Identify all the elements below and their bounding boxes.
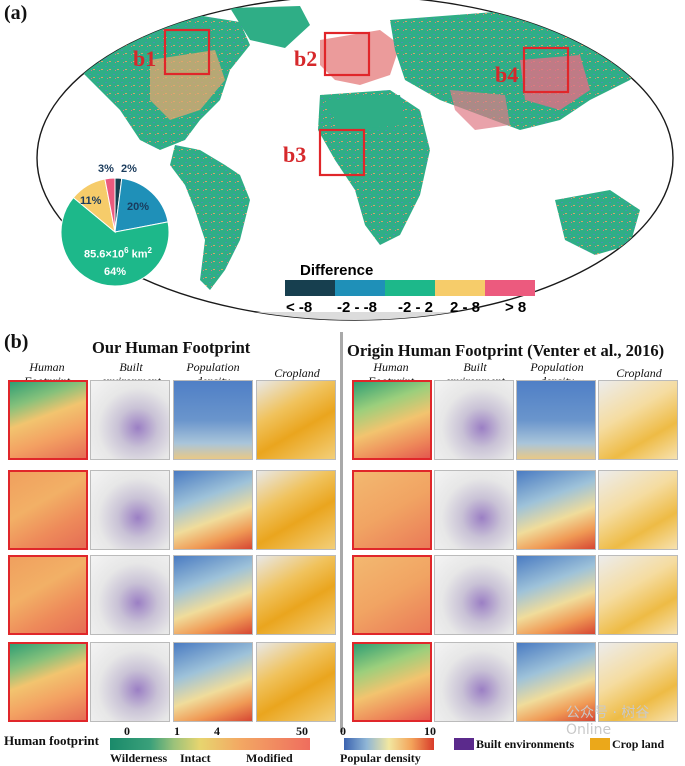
map-tile-ours-human-footprint-b2	[8, 470, 88, 550]
pd-legend-title: Popular density	[340, 751, 421, 765]
col-header-cropland-left: Cropland	[274, 366, 320, 380]
map-tile-ours-population-density-b4	[173, 642, 253, 722]
hf-tick-1: 1	[174, 724, 180, 738]
legend-label-lt-minus8: < -8	[286, 299, 313, 316]
map-tile-origin-built-environment-b1	[434, 380, 514, 460]
map-tile-ours-built-environment-b4	[90, 642, 170, 722]
map-tile-ours-human-footprint-b3	[8, 555, 88, 635]
difference-legend-bar	[285, 280, 535, 296]
crop-land-legend-label: Crop land	[612, 737, 665, 751]
pie-slice-64pct	[60, 196, 170, 287]
panel-b-label: (b)	[4, 331, 29, 353]
map-tile-origin-population-density-b4	[516, 642, 596, 722]
map-tile-ours-cropland-b1	[256, 380, 336, 460]
map-tile-ours-population-density-b1	[173, 380, 253, 460]
map-tile-ours-population-density-b2	[173, 470, 253, 550]
map-tile-ours-cropland-b2	[256, 470, 336, 550]
region-label-b4: b4	[495, 62, 519, 87]
pd-tick-10: 10	[424, 724, 436, 738]
map-tile-origin-cropland-b3	[598, 555, 678, 635]
legend-swatch-minus2-minus8	[335, 280, 385, 296]
panel-a-label: (a)	[4, 2, 28, 24]
map-tile-origin-human-footprint-b4	[352, 642, 432, 722]
map-tile-ours-population-density-b3	[173, 555, 253, 635]
map-tile-ours-human-footprint-b1	[8, 380, 88, 460]
region-box-b4	[522, 46, 570, 94]
map-tile-ours-built-environment-b2	[90, 470, 170, 550]
map-tile-ours-human-footprint-b4	[8, 642, 88, 722]
difference-legend-title: Difference	[300, 262, 374, 279]
legend-swatch-minus2-2	[385, 280, 435, 296]
hf-class-wilderness: Wilderness	[110, 751, 168, 765]
hf-tick-0: 0	[124, 724, 130, 738]
pie-slice-label-3: 3%	[98, 163, 114, 175]
right-panel-title: Origin Human Footprint (Venter et al., 2…	[347, 341, 665, 360]
built-env-swatch	[454, 738, 474, 750]
legend-label-minus2-2: -2 - 2	[398, 299, 434, 316]
legend-swatch-lt-minus8	[285, 280, 335, 296]
continent-greenland	[230, 6, 310, 48]
col-header-cropland-right: Cropland	[616, 366, 662, 380]
legend-label-2-8: 2 - 8	[450, 299, 481, 316]
map-tile-origin-cropland-b2	[598, 470, 678, 550]
map-tile-origin-population-density-b3	[516, 555, 596, 635]
pie-slice-label-2: 2%	[121, 163, 137, 175]
map-tile-ours-built-environment-b3	[90, 555, 170, 635]
difference-pie-chart	[60, 177, 170, 287]
region-box-b1	[163, 28, 211, 76]
hf-legend-title: Human footprint	[4, 733, 99, 748]
left-panel-title: Our Human Footprint	[92, 338, 251, 357]
pd-colorbar	[344, 738, 434, 750]
hf-tick-50: 50	[296, 724, 308, 738]
map-tile-origin-human-footprint-b1	[352, 380, 432, 460]
region-label-b3: b3	[283, 142, 307, 167]
region-box-b2	[323, 31, 371, 77]
map-tile-ours-cropland-b4	[256, 642, 336, 722]
map-tile-origin-population-density-b2	[516, 470, 596, 550]
map-tile-origin-built-environment-b2	[434, 470, 514, 550]
legend-swatch-2-8	[435, 280, 485, 296]
region-label-b2: b2	[294, 46, 318, 71]
panel-divider	[340, 332, 343, 732]
hf-class-modified: Modified	[246, 751, 293, 765]
pie-slice-3pct	[104, 177, 116, 233]
legend-label-gt-8: > 8	[505, 299, 527, 316]
map-tile-origin-population-density-b1	[516, 380, 596, 460]
pd-tick-0: 0	[340, 724, 346, 738]
map-tile-ours-cropland-b3	[256, 555, 336, 635]
hf-colorbar	[110, 738, 310, 750]
built-env-legend-label: Built environments	[476, 737, 575, 751]
crop-land-swatch	[590, 738, 610, 750]
map-tile-origin-built-environment-b3	[434, 555, 514, 635]
pie-slice-label-11: 11%	[80, 195, 102, 207]
map-tile-origin-built-environment-b4	[434, 642, 514, 722]
pie-center-label: 85.6×106 km2	[84, 246, 152, 261]
world-difference-map	[36, 0, 674, 321]
map-tile-origin-cropland-b1	[598, 380, 678, 460]
hf-class-intact: Intact	[180, 751, 211, 765]
map-tile-ours-built-environment-b1	[90, 380, 170, 460]
hf-tick-4: 4	[214, 724, 220, 738]
map-tile-origin-human-footprint-b2	[352, 470, 432, 550]
pie-slice-label-20: 20%	[127, 201, 150, 213]
region-label-b1: b1	[133, 46, 157, 71]
map-tile-origin-cropland-b4	[598, 642, 678, 722]
map-tile-origin-human-footprint-b3	[352, 555, 432, 635]
legend-label-minus2-minus8: -2 - -8	[337, 299, 378, 316]
pie-slice-label-64: 64%	[104, 266, 127, 278]
region-box-b3	[318, 128, 366, 177]
watermark: 公众号 · 树谷Online	[566, 705, 650, 738]
legend-swatch-gt-8	[485, 280, 535, 296]
pie-slice-20pct	[114, 177, 169, 233]
